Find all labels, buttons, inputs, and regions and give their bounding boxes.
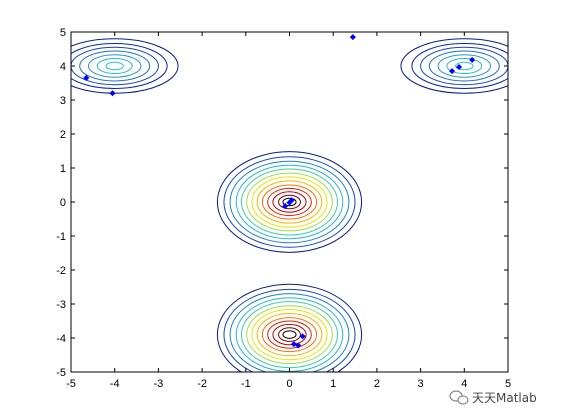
- contour-line: [446, 58, 483, 74]
- contour-line: [240, 168, 339, 236]
- y-tick-label: -4: [56, 333, 66, 345]
- data-point: [349, 34, 356, 41]
- x-tick-label: 2: [374, 378, 380, 390]
- x-tick-label: -2: [197, 378, 207, 390]
- contour-line: [256, 180, 323, 224]
- scatter-layer: [83, 34, 476, 349]
- y-tick-label: 5: [60, 27, 66, 39]
- contour-line: [256, 313, 323, 357]
- y-tick-label: 4: [60, 61, 66, 73]
- y-tick-label: -1: [56, 231, 66, 243]
- y-tick-label: 1: [60, 163, 66, 175]
- data-point: [295, 342, 302, 349]
- contour-line: [261, 317, 318, 353]
- contour-line: [261, 184, 318, 220]
- contour-line: [216, 283, 363, 372]
- watermark: 天天Matlab: [449, 390, 537, 405]
- x-tick-label: -5: [66, 378, 76, 390]
- contour-line: [105, 61, 124, 71]
- contour-line: [428, 50, 500, 82]
- contour-line: [278, 194, 301, 210]
- x-tick-label: -4: [110, 378, 120, 390]
- contour-line: [282, 330, 297, 339]
- x-tick-label: 4: [461, 378, 467, 390]
- contour-line: [251, 176, 328, 228]
- y-tick-label: -5: [56, 367, 66, 379]
- contour-line: [251, 308, 328, 361]
- watermark-text: 天天Matlab: [472, 391, 537, 405]
- x-tick-label: 1: [330, 378, 336, 390]
- contour-line: [96, 58, 133, 74]
- data-point: [288, 197, 295, 204]
- x-tick-label: 3: [418, 378, 424, 390]
- contour-line: [229, 160, 350, 244]
- y-axis: -5 -4 -3 -2 -1 0 1 2 3 4 5: [56, 27, 508, 379]
- y-tick-label: 3: [60, 95, 66, 107]
- data-point: [449, 68, 456, 75]
- contour-line: [71, 46, 159, 86]
- x-tick-label: 5: [505, 378, 511, 390]
- contour-line: [278, 327, 301, 342]
- contour-line: [216, 151, 363, 253]
- contour-group: [400, 38, 508, 94]
- y-tick-label: -3: [56, 299, 66, 311]
- contour-line: [229, 293, 350, 372]
- data-point: [83, 74, 90, 81]
- contour-line: [246, 172, 333, 232]
- x-tick-label: -3: [154, 378, 164, 390]
- wechat-bubble-icon: [449, 390, 469, 405]
- contour-line: [437, 54, 492, 78]
- contour-line: [267, 187, 312, 217]
- contour-line: [282, 197, 297, 207]
- contour-line: [240, 301, 339, 369]
- data-point: [456, 63, 463, 71]
- contour-line: [272, 191, 307, 213]
- data-point: [109, 90, 116, 97]
- contour-line: [223, 156, 356, 248]
- contour-line: [223, 288, 356, 372]
- data-point: [299, 333, 306, 340]
- data-point: [469, 56, 476, 63]
- contour-line: [267, 320, 312, 349]
- contour-line: [87, 54, 142, 78]
- contour-group: [216, 151, 363, 253]
- y-tick-label: 0: [60, 197, 66, 209]
- contour-line: [71, 43, 168, 89]
- contour-line: [79, 50, 151, 82]
- data-point: [290, 341, 297, 348]
- contour-line: [272, 323, 307, 346]
- contour-line: [235, 164, 344, 240]
- x-tick-label: 0: [286, 378, 292, 390]
- contour-line: [455, 61, 474, 71]
- y-tick-label: -2: [56, 265, 66, 277]
- data-point: [282, 203, 289, 210]
- x-axis: -5 -4 -3 -2 -1 0 1 2 3 4 5: [66, 32, 511, 390]
- contour-line: [246, 305, 333, 365]
- x-tick-label: -1: [241, 378, 251, 390]
- contour-line: [400, 38, 508, 94]
- y-tick-label: 2: [60, 129, 66, 141]
- contour-line: [411, 43, 508, 89]
